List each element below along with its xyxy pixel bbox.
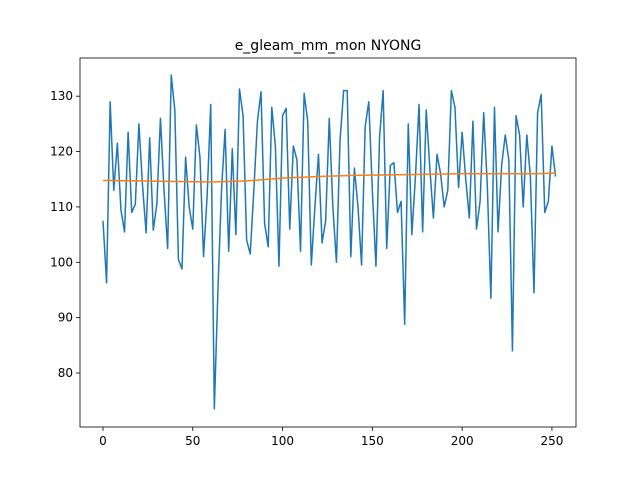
x-tick-label: 100 bbox=[271, 434, 294, 448]
x-tick-label: 200 bbox=[451, 434, 474, 448]
plot-frame bbox=[79, 57, 577, 428]
y-tick-label: 100 bbox=[50, 255, 73, 269]
y-tick-label: 110 bbox=[50, 200, 73, 214]
x-tick-label: 250 bbox=[540, 434, 563, 448]
y-tick-label: 120 bbox=[50, 145, 73, 159]
chart-title: e_gleam_mm_mon NYONG bbox=[235, 38, 422, 54]
data-line bbox=[102, 172, 556, 183]
x-tick-label: 0 bbox=[99, 434, 107, 448]
y-tick-label: 90 bbox=[58, 311, 73, 325]
y-tick-label: 130 bbox=[50, 89, 73, 103]
y-tick-label: 80 bbox=[58, 366, 73, 380]
data-line bbox=[102, 74, 557, 410]
x-tick-label: 50 bbox=[185, 434, 200, 448]
x-tick-label: 150 bbox=[361, 434, 384, 448]
